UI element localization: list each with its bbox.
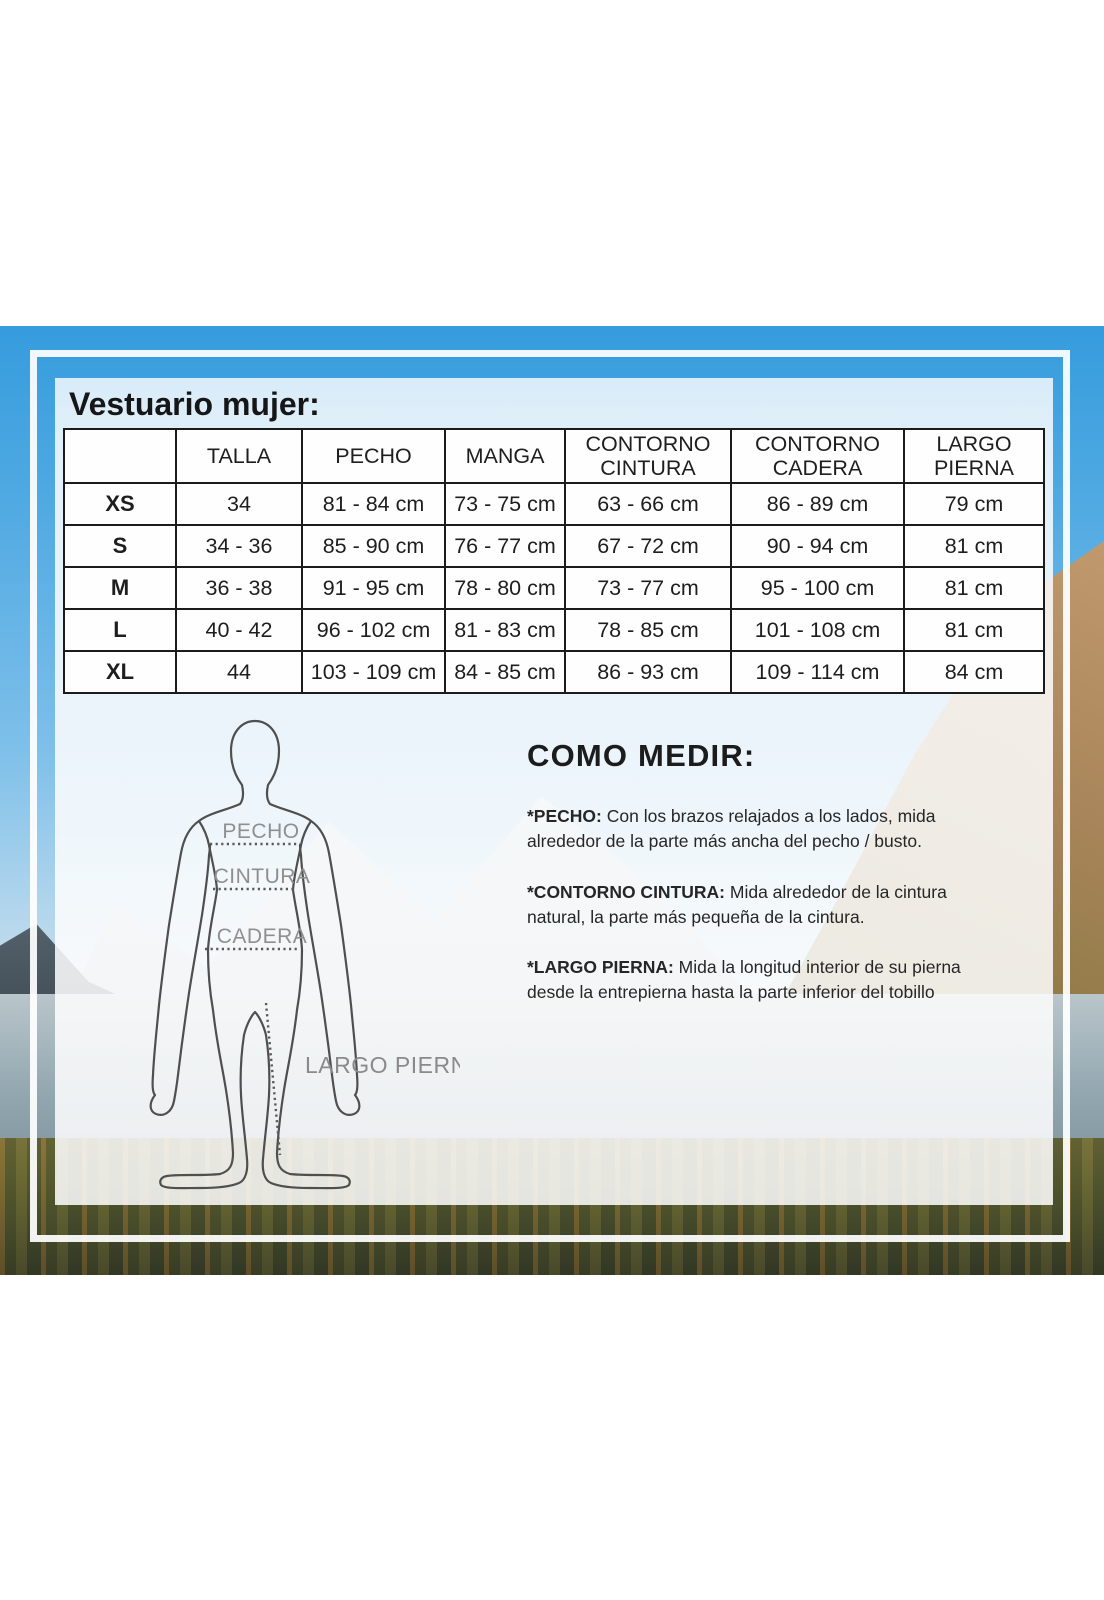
size-label: M	[63, 566, 177, 610]
header-cell-manga: MANGA	[444, 428, 566, 484]
page-title: Vestuario mujer:	[69, 386, 320, 422]
table-row-xl: XL 44 103 - 109 cm 84 - 85 cm 86 - 93 cm…	[63, 650, 1045, 694]
left-arm-outline	[149, 819, 212, 1116]
cell-talla: 44	[175, 650, 303, 694]
cell-cintura: 63 - 66 cm	[564, 482, 732, 526]
cell-talla: 34 - 36	[175, 524, 303, 568]
content-panel: Vestuario mujer: TALLA PECHO MANGA CONTO…	[55, 378, 1053, 1205]
how-to-measure-section: COMO MEDIR: *PECHO: Con los brazos relaj…	[527, 738, 979, 1031]
measure-item-label: *PECHO:	[527, 806, 602, 826]
header-cell-empty	[63, 428, 177, 484]
white-frame-border	[30, 350, 1070, 1242]
cell-cintura: 67 - 72 cm	[564, 524, 732, 568]
cell-pecho: 85 - 90 cm	[301, 524, 446, 568]
largo-pierna-dotted-line	[264, 1002, 282, 1156]
header-cell-largo-pierna: LARGO PIERNA	[903, 428, 1045, 484]
header-cell-pecho: PECHO	[301, 428, 446, 484]
measure-item-text: Con los brazos relajados a los lados, mi…	[527, 806, 936, 851]
measure-item-pecho: *PECHO: Con los brazos relajados a los l…	[527, 804, 979, 854]
table-row-s: S 34 - 36 85 - 90 cm 76 - 77 cm 67 - 72 …	[63, 524, 1045, 568]
largo-pierna-label: LARGO PIERNA	[305, 1052, 460, 1078]
cell-manga: 76 - 77 cm	[444, 524, 566, 568]
table-header-row: TALLA PECHO MANGA CONTORNO CINTURA CONTO…	[63, 428, 1045, 484]
measure-item-label: *CONTORNO CINTURA:	[527, 881, 726, 902]
cell-talla: 40 - 42	[175, 608, 303, 652]
table-row-xs: XS 34 81 - 84 cm 73 - 75 cm 63 - 66 cm 8…	[63, 482, 1045, 526]
header-cell-contorno-cadera: CONTORNO CADERA	[730, 428, 905, 484]
cell-pierna: 79 cm	[903, 482, 1045, 526]
measure-item-text: Mida la longitud interior de su pierna d…	[527, 957, 961, 1003]
cell-talla: 36 - 38	[175, 566, 303, 610]
cell-cadera: 86 - 89 cm	[730, 482, 905, 526]
cell-cadera: 101 - 108 cm	[730, 608, 905, 652]
size-label: XL	[63, 650, 177, 694]
how-to-measure-heading: COMO MEDIR:	[527, 738, 756, 773]
size-label: XS	[63, 482, 177, 526]
table-row-m: M 36 - 38 91 - 95 cm 78 - 80 cm 73 - 77 …	[63, 566, 1045, 610]
cell-pecho: 91 - 95 cm	[301, 566, 446, 610]
cell-manga: 78 - 80 cm	[444, 566, 566, 610]
cell-pecho: 103 - 109 cm	[301, 650, 446, 694]
header-cell-talla: TALLA	[175, 428, 303, 484]
table-row-l: L 40 - 42 96 - 102 cm 81 - 83 cm 78 - 85…	[63, 608, 1045, 652]
cell-manga: 81 - 83 cm	[444, 608, 566, 652]
cell-pierna: 81 cm	[903, 524, 1045, 568]
cell-cintura: 86 - 93 cm	[564, 650, 732, 694]
cell-cadera: 109 - 114 cm	[730, 650, 905, 694]
cadera-label: CADERA	[217, 925, 308, 948]
header-cell-contorno-cintura: CONTORNO CINTURA	[564, 428, 732, 484]
size-label: L	[63, 608, 177, 652]
cell-pierna: 84 cm	[903, 650, 1045, 694]
cell-cadera: 90 - 94 cm	[730, 524, 905, 568]
size-table: TALLA PECHO MANGA CONTORNO CINTURA CONTO…	[63, 428, 1045, 694]
measure-item-cintura: *CONTORNO CINTURA: Mida alrededor de la …	[527, 880, 979, 930]
cell-pecho: 81 - 84 cm	[301, 482, 446, 526]
pecho-label: PECHO	[222, 820, 299, 843]
body-outline	[159, 719, 351, 1190]
size-label: S	[63, 524, 177, 568]
cell-pierna: 81 cm	[903, 566, 1045, 610]
cell-cintura: 78 - 85 cm	[564, 608, 732, 652]
cell-cintura: 73 - 77 cm	[564, 566, 732, 610]
cell-manga: 73 - 75 cm	[444, 482, 566, 526]
cell-pierna: 81 cm	[903, 608, 1045, 652]
body-measurement-diagram: PECHO CINTURA CADERA LARGO PIERNA	[149, 719, 460, 1190]
measure-item-label: *LARGO PIERNA:	[527, 957, 674, 978]
cintura-label: CINTURA	[214, 865, 311, 888]
cell-talla: 34	[175, 482, 303, 526]
right-arm-outline	[298, 819, 361, 1116]
measure-item-pierna: *LARGO PIERNA: Mida la longitud interior…	[527, 955, 979, 1005]
measure-item-text: Mida alrededor de la cintura natural, la…	[527, 881, 947, 927]
cell-pecho: 96 - 102 cm	[301, 608, 446, 652]
cell-manga: 84 - 85 cm	[444, 650, 566, 694]
cell-cadera: 95 - 100 cm	[730, 566, 905, 610]
